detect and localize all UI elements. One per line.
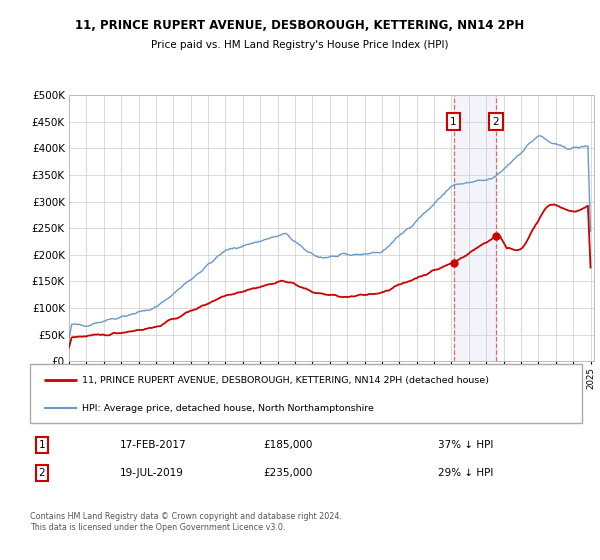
Text: 1: 1 <box>38 440 46 450</box>
Text: £185,000: £185,000 <box>263 440 313 450</box>
Text: 37% ↓ HPI: 37% ↓ HPI <box>438 440 493 450</box>
Text: 1: 1 <box>450 117 457 127</box>
Text: 2: 2 <box>38 468 46 478</box>
FancyBboxPatch shape <box>30 364 582 423</box>
Text: £235,000: £235,000 <box>263 468 313 478</box>
Text: Price paid vs. HM Land Registry's House Price Index (HPI): Price paid vs. HM Land Registry's House … <box>151 40 449 50</box>
Text: 11, PRINCE RUPERT AVENUE, DESBOROUGH, KETTERING, NN14 2PH: 11, PRINCE RUPERT AVENUE, DESBOROUGH, KE… <box>76 18 524 32</box>
Text: Contains HM Land Registry data © Crown copyright and database right 2024.
This d: Contains HM Land Registry data © Crown c… <box>30 512 342 532</box>
Text: 29% ↓ HPI: 29% ↓ HPI <box>438 468 493 478</box>
Text: 11, PRINCE RUPERT AVENUE, DESBOROUGH, KETTERING, NN14 2PH (detached house): 11, PRINCE RUPERT AVENUE, DESBOROUGH, KE… <box>82 376 490 385</box>
Text: 2: 2 <box>493 117 499 127</box>
Text: 19-JUL-2019: 19-JUL-2019 <box>120 468 184 478</box>
Bar <box>454 95 496 361</box>
Text: HPI: Average price, detached house, North Northamptonshire: HPI: Average price, detached house, Nort… <box>82 404 374 413</box>
Text: 17-FEB-2017: 17-FEB-2017 <box>120 440 187 450</box>
